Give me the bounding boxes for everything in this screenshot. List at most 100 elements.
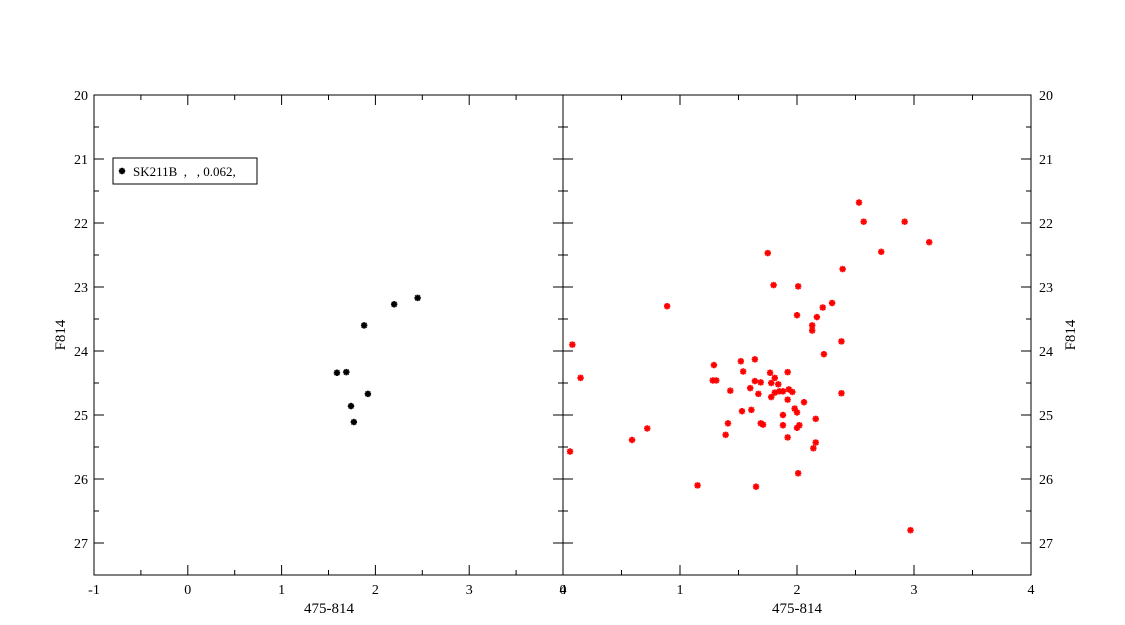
data-point <box>784 396 791 403</box>
data-point <box>907 527 914 534</box>
data-point <box>764 249 771 257</box>
data-point <box>838 390 845 397</box>
x-tick-label: 1 <box>278 583 285 598</box>
data-point <box>755 390 762 398</box>
data-point <box>838 338 845 345</box>
data-point <box>737 358 745 365</box>
data-point <box>800 399 808 406</box>
data-point <box>768 393 775 401</box>
data-point <box>766 369 774 376</box>
y-tick-label: 23 <box>74 281 88 296</box>
data-point <box>722 431 729 439</box>
y-tick-label: 25 <box>1039 409 1053 424</box>
y-tick-label: 23 <box>1039 281 1053 296</box>
y-tick-label: 25 <box>74 409 88 424</box>
data-point <box>779 388 787 395</box>
y-tick-label: 20 <box>1039 89 1053 104</box>
left-y-axis-label: F814 <box>53 319 69 350</box>
y-tick-label: 21 <box>1039 153 1053 168</box>
data-point <box>343 368 350 376</box>
data-point <box>810 445 817 452</box>
data-point <box>738 407 746 415</box>
data-point <box>775 381 782 388</box>
data-point <box>793 409 801 416</box>
right-y-axis-label: F814 <box>1063 319 1079 350</box>
right-x-axis-label: 475-814 <box>772 601 822 617</box>
y-tick-label: 27 <box>1039 537 1053 552</box>
data-point <box>751 356 759 363</box>
data-point <box>794 283 802 290</box>
data-point <box>644 425 651 432</box>
x-tick-label: -1 <box>88 583 100 598</box>
x-tick-label: 0 <box>560 583 567 598</box>
data-point <box>794 470 802 477</box>
data-point <box>333 369 341 376</box>
data-point <box>860 218 867 225</box>
y-tick-label: 20 <box>74 89 88 104</box>
data-point <box>566 448 574 455</box>
legend-marker-icon <box>118 167 126 175</box>
data-point <box>751 377 759 385</box>
y-tick-label: 26 <box>1039 473 1053 488</box>
data-point <box>724 420 732 427</box>
legend-box: SK211B , , 0.062, <box>112 157 258 185</box>
data-point <box>793 311 801 319</box>
y-tick-label: 27 <box>74 537 88 552</box>
data-point <box>747 384 754 392</box>
x-tick-label: 4 <box>1028 583 1035 598</box>
data-point <box>759 421 767 428</box>
data-point <box>364 390 372 398</box>
data-point <box>770 281 777 289</box>
data-point <box>812 439 819 446</box>
data-point <box>789 388 796 396</box>
data-point <box>901 218 908 225</box>
x-tick-label: 0 <box>184 583 191 598</box>
data-point <box>813 313 821 321</box>
data-point <box>855 199 863 206</box>
x-tick-label: 3 <box>466 583 473 598</box>
data-point <box>350 418 358 426</box>
y-tick-label: 22 <box>1039 217 1053 232</box>
data-point <box>779 411 787 419</box>
y-tick-label: 21 <box>74 153 88 168</box>
data-point <box>793 424 801 431</box>
left-x-axis-label: 475-814 <box>304 601 354 617</box>
x-tick-label: 2 <box>372 583 379 598</box>
data-point <box>710 361 718 369</box>
data-point <box>727 387 734 394</box>
data-point <box>713 377 720 384</box>
data-point <box>569 341 576 348</box>
data-point <box>828 299 836 307</box>
data-point <box>663 303 671 310</box>
data-point <box>739 368 747 375</box>
data-point <box>878 248 885 256</box>
data-point <box>779 422 787 429</box>
y-tick-label: 24 <box>74 345 88 360</box>
data-point <box>784 434 791 441</box>
data-point <box>926 238 933 246</box>
plot-frame <box>562 94 1032 576</box>
data-point <box>390 301 398 308</box>
data-point <box>577 374 584 382</box>
data-point <box>812 415 819 423</box>
data-point <box>771 374 778 382</box>
legend-star <box>118 167 126 175</box>
data-point <box>820 351 828 358</box>
data-point <box>819 304 826 311</box>
data-point <box>839 265 846 273</box>
x-tick-label: 1 <box>677 583 684 598</box>
data-point <box>784 368 791 376</box>
data-point <box>347 402 355 410</box>
x-tick-label: 4 <box>560 583 567 598</box>
data-point <box>414 294 421 302</box>
data-point <box>628 436 636 444</box>
y-tick-label: 24 <box>1039 345 1053 360</box>
data-point <box>748 406 755 414</box>
legend-label: SK211B , , 0.062, <box>133 164 236 179</box>
y-tick-label: 22 <box>74 217 88 232</box>
data-point <box>809 327 816 334</box>
x-tick-label: 2 <box>794 583 801 598</box>
data-point <box>809 322 816 329</box>
